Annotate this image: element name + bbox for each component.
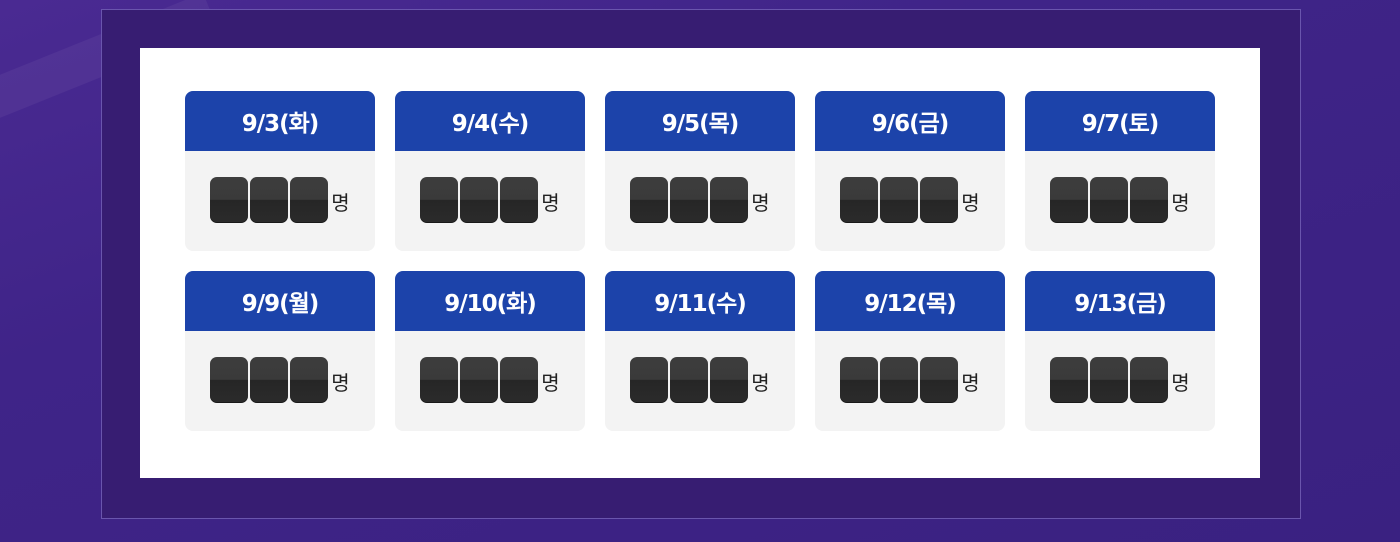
counter-digit-tile <box>1050 177 1089 223</box>
day-card-date: 9/7(토) <box>1025 91 1215 151</box>
day-card-date: 9/9(월) <box>185 271 375 331</box>
counter-digit-tile <box>1130 357 1169 403</box>
day-card-body: 명 <box>815 151 1005 251</box>
day-card-body: 명 <box>185 331 375 431</box>
day-card-grid: 9/3(화) 명 9/4(수) 명 <box>185 91 1215 431</box>
counter-unit-label: 명 <box>961 371 980 395</box>
day-card-date: 9/4(수) <box>395 91 585 151</box>
counter-digit-tile <box>670 177 709 223</box>
flip-counter: 명 <box>630 357 770 403</box>
day-card-body: 명 <box>395 331 585 431</box>
counter-unit-label: 명 <box>961 191 980 215</box>
counter-unit-label: 명 <box>1171 371 1190 395</box>
counter-digit-tile <box>840 357 879 403</box>
counter-digit-tile <box>670 357 709 403</box>
counter-digit-tile <box>710 357 749 403</box>
counter-digit-tile <box>420 357 459 403</box>
counter-digit-tile <box>500 177 539 223</box>
counter-digit-tile <box>1090 177 1129 223</box>
counter-digit-tile <box>500 357 539 403</box>
counter-digit-tile <box>710 177 749 223</box>
counter-digit-tile <box>290 177 329 223</box>
attendance-board: 9/3(화) 명 9/4(수) 명 <box>140 48 1260 478</box>
day-card-date: 9/13(금) <box>1025 271 1215 331</box>
day-card-body: 명 <box>395 151 585 251</box>
counter-unit-label: 명 <box>1171 191 1190 215</box>
counter-digit-tile <box>460 177 499 223</box>
flip-counter: 명 <box>840 177 980 223</box>
day-card-body: 명 <box>605 151 795 251</box>
counter-digit-tile <box>630 177 669 223</box>
counter-digit-tile <box>250 177 289 223</box>
counter-unit-label: 명 <box>751 191 770 215</box>
day-card-date: 9/10(화) <box>395 271 585 331</box>
flip-counter: 명 <box>420 177 560 223</box>
counter-digit-tile <box>290 357 329 403</box>
day-card: 9/7(토) 명 <box>1025 91 1215 251</box>
counter-digit-tile <box>210 177 249 223</box>
counter-digit-tile <box>840 177 879 223</box>
counter-digit-tile <box>460 357 499 403</box>
counter-digit-tile <box>880 177 919 223</box>
counter-digit-tile <box>630 357 669 403</box>
flip-counter: 명 <box>1050 177 1190 223</box>
day-card-date: 9/12(목) <box>815 271 1005 331</box>
day-card-date: 9/11(수) <box>605 271 795 331</box>
day-card: 9/13(금) 명 <box>1025 271 1215 431</box>
day-card-date: 9/6(금) <box>815 91 1005 151</box>
counter-digit-tile <box>920 357 959 403</box>
flip-counter: 명 <box>1050 357 1190 403</box>
day-card: 9/4(수) 명 <box>395 91 585 251</box>
counter-digit-tile <box>1090 357 1129 403</box>
counter-unit-label: 명 <box>751 371 770 395</box>
day-card-date: 9/3(화) <box>185 91 375 151</box>
counter-digit-tile <box>420 177 459 223</box>
counter-unit-label: 명 <box>331 191 350 215</box>
counter-digit-tile <box>210 357 249 403</box>
day-card: 9/6(금) 명 <box>815 91 1005 251</box>
counter-unit-label: 명 <box>541 371 560 395</box>
day-card: 9/3(화) 명 <box>185 91 375 251</box>
flip-counter: 명 <box>210 177 350 223</box>
counter-digit-tile <box>920 177 959 223</box>
counter-digit-tile <box>250 357 289 403</box>
day-card-body: 명 <box>605 331 795 431</box>
day-card-body: 명 <box>1025 151 1215 251</box>
day-card-body: 명 <box>185 151 375 251</box>
day-card-body: 명 <box>815 331 1005 431</box>
flip-counter: 명 <box>630 177 770 223</box>
day-card-body: 명 <box>1025 331 1215 431</box>
counter-digit-tile <box>1130 177 1169 223</box>
counter-unit-label: 명 <box>331 371 350 395</box>
day-card: 9/5(목) 명 <box>605 91 795 251</box>
day-card-date: 9/5(목) <box>605 91 795 151</box>
flip-counter: 명 <box>840 357 980 403</box>
counter-unit-label: 명 <box>541 191 560 215</box>
day-card: 9/10(화) 명 <box>395 271 585 431</box>
day-card: 9/12(목) 명 <box>815 271 1005 431</box>
counter-digit-tile <box>1050 357 1089 403</box>
day-card: 9/11(수) 명 <box>605 271 795 431</box>
flip-counter: 명 <box>420 357 560 403</box>
flip-counter: 명 <box>210 357 350 403</box>
day-card: 9/9(월) 명 <box>185 271 375 431</box>
counter-digit-tile <box>880 357 919 403</box>
